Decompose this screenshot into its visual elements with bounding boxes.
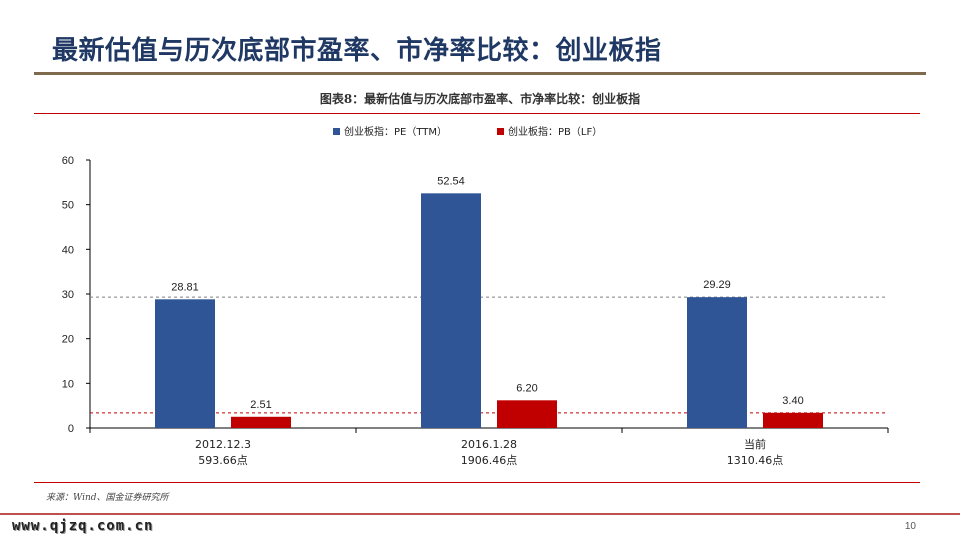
bar <box>687 297 747 428</box>
x-category-label: 1906.46点 <box>461 454 518 467</box>
page-number: 10 <box>904 521 916 532</box>
figure-bottom-rule <box>34 482 920 483</box>
legend-swatch <box>497 128 504 135</box>
x-category-label: 2016.1.28 <box>461 438 517 451</box>
bar <box>497 400 557 428</box>
x-category-label: 593.66点 <box>198 454 248 467</box>
y-tick-label: 60 <box>62 155 74 167</box>
watermark-url: www.qjzq.com.cn <box>12 518 154 534</box>
bar <box>155 299 215 428</box>
data-label: 52.54 <box>437 175 465 187</box>
title-divider <box>34 72 926 75</box>
source-note: 来源：Wind、国金证券研究所 <box>46 493 169 503</box>
data-label: 6.20 <box>516 382 537 394</box>
figure-title: 图表8：最新估值与历次底部市盈率、市净率比较：创业板指 <box>319 92 641 106</box>
bar <box>763 412 823 428</box>
figure-top-rule <box>34 113 920 114</box>
data-label: 29.29 <box>703 279 731 291</box>
data-label: 2.51 <box>250 399 271 411</box>
y-tick-label: 40 <box>62 244 74 256</box>
bar <box>231 416 291 428</box>
y-tick-label: 10 <box>62 378 74 390</box>
x-category-label: 2012.12.3 <box>195 438 251 451</box>
x-category-label: 当前 <box>744 437 766 451</box>
footer-rule <box>0 513 960 515</box>
y-tick-label: 20 <box>62 334 74 346</box>
data-label: 28.81 <box>171 281 199 293</box>
data-label: 3.40 <box>782 395 803 407</box>
legend-swatch <box>333 128 340 135</box>
x-category-label: 1310.46点 <box>727 454 784 467</box>
legend-label: 创业板指：PE（TTM） <box>344 125 447 138</box>
bar <box>421 193 481 428</box>
y-tick-label: 50 <box>62 200 74 212</box>
slide-title: 最新估值与历次底部市盈率、市净率比较：创业板指 <box>52 36 662 66</box>
y-tick-label: 0 <box>68 423 74 435</box>
y-tick-label: 30 <box>62 289 74 301</box>
legend-label: 创业板指：PB（LF） <box>508 125 602 138</box>
